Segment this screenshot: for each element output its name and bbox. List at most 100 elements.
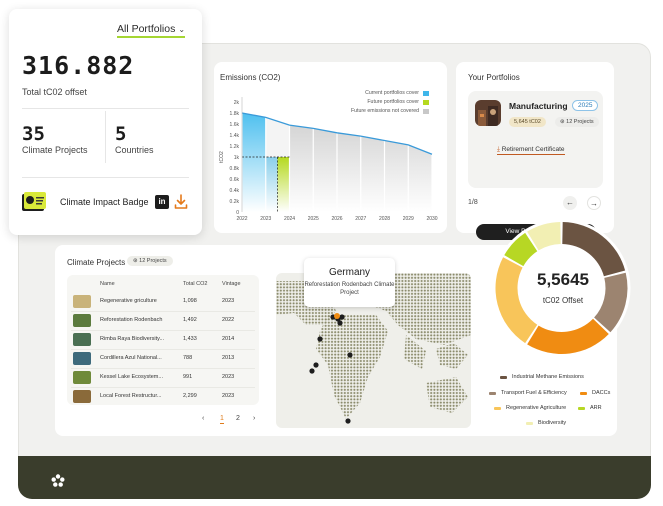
- table-row[interactable]: Reforestation Rodenbach 1,492 2022: [67, 311, 259, 330]
- legend-label: Future emissions not covered: [350, 108, 419, 114]
- portfolio-card[interactable]: Manufacturing 2025 5,645 tC02 ⊛ 12 Proje…: [468, 91, 603, 188]
- pagination-page-2[interactable]: 2: [236, 415, 240, 422]
- donut-legend-label: ARR: [590, 405, 602, 411]
- portfolio-dropdown[interactable]: All Portfolios ⌄: [117, 23, 186, 38]
- next-portfolio-button[interactable]: →: [587, 196, 601, 210]
- table-row[interactable]: Regenerative griculture 1,098 2023: [67, 292, 259, 311]
- project-vintage: 2023: [222, 374, 235, 380]
- download-icon[interactable]: [174, 194, 188, 210]
- donut-legend-label: Regenerative Agriculture: [506, 405, 567, 411]
- donut-legend-item: DACCs: [580, 390, 610, 396]
- legend-label: Future portfolios cover: [367, 99, 419, 105]
- tooltip-country: Germany: [328, 267, 371, 278]
- pagination-page-1[interactable]: 1: [220, 415, 224, 424]
- selected-pin: [334, 313, 340, 319]
- x-tick-label: 2027: [355, 216, 366, 222]
- project-thumbnail: [73, 314, 91, 327]
- y-tick-label: 1.4k: [230, 133, 240, 139]
- project-name: Reforestation Rodenbach: [100, 317, 163, 323]
- x-tick-label: 2028: [379, 216, 390, 222]
- y-tick-label: 1k: [234, 155, 240, 161]
- emissions-title: Emissions (CO2): [220, 73, 281, 82]
- legend-item: Future portfolios cover: [367, 99, 429, 105]
- divider: [22, 108, 189, 109]
- portfolio-pager-label: 1/8: [468, 199, 478, 206]
- certificate-icon: ⤓: [497, 146, 502, 153]
- donut-segment[interactable]: [495, 257, 538, 344]
- linkedin-icon[interactable]: in: [155, 195, 169, 209]
- flower-logo-icon: [51, 474, 65, 487]
- donut-segment[interactable]: [594, 272, 628, 333]
- legend-swatch: [423, 108, 429, 114]
- y-axis-label: tCO2: [219, 151, 225, 163]
- donut-legend-item: Industrial Methane Emissions: [500, 374, 584, 380]
- project-name: Regenerative griculture: [100, 298, 157, 304]
- donut-legend-item: Biodiversity: [526, 420, 566, 426]
- legend-item: Future emissions not covered: [351, 108, 429, 114]
- project-name: Local Forest Restructur...: [100, 393, 162, 399]
- retirement-certificate-link[interactable]: ⤓ Retirement Certificate: [497, 146, 565, 155]
- certificate-label: Retirement Certificate: [501, 146, 565, 153]
- countries-count: 5: [115, 123, 127, 145]
- table-row[interactable]: Cordillera Azul National... 788 2013: [67, 349, 259, 368]
- countries-label: Countries: [115, 145, 154, 155]
- donut-segment[interactable]: [527, 222, 561, 251]
- row-divider: [71, 387, 255, 388]
- project-vintage: 2023: [222, 393, 235, 399]
- donut-total-value: 5,5645: [537, 270, 589, 289]
- y-tick-label: 1.6k: [230, 122, 240, 128]
- portfolio-year-badge: 2025: [572, 100, 599, 111]
- y-tick-label: 1.8k: [230, 111, 240, 117]
- donut-segment[interactable]: [527, 318, 609, 354]
- y-tick-label: 0.4k: [230, 188, 240, 194]
- row-divider: [71, 368, 255, 369]
- legend-swatch: [500, 375, 507, 379]
- x-tick-label: 2025: [308, 216, 319, 222]
- donut-center: [518, 245, 605, 331]
- projects-icon: ⊛: [133, 258, 140, 264]
- project-co2: 788: [183, 355, 193, 361]
- table-row[interactable]: Kessel Lake Ecosystem... 991 2023: [67, 368, 259, 387]
- table-row[interactable]: Rimba Raya Biodiversity... 1,433 2014: [67, 330, 259, 349]
- project-name: Rimba Raya Biodiversity...: [100, 336, 165, 342]
- project-vintage: 2023: [222, 298, 235, 304]
- project-name: Kessel Lake Ecosystem...: [100, 374, 163, 380]
- y-tick-label: 0.8k: [230, 166, 240, 172]
- project-thumbnail: [73, 295, 91, 308]
- y-tick-label: 0.2k: [230, 199, 240, 205]
- project-vintage: 2022: [222, 317, 235, 323]
- chevron-down-icon: ⌄: [178, 25, 186, 34]
- donut-legend-label: Biodiversity: [538, 420, 567, 426]
- row-divider: [71, 330, 255, 331]
- donut-total-label: tC02 Offset: [542, 296, 584, 305]
- legend-label: Current portfolios cover: [365, 90, 419, 96]
- donut-legend-label: Transport Fuel & Efficiency: [501, 390, 567, 396]
- divider: [22, 177, 189, 178]
- legend-swatch: [489, 391, 496, 395]
- y-tick-label: 1.2k: [230, 144, 240, 150]
- pagination-prev[interactable]: ‹: [202, 415, 205, 422]
- project-thumbnail: [73, 352, 91, 365]
- x-tick-label: 2024: [284, 216, 295, 222]
- gap-area: [265, 117, 290, 157]
- legend-swatch: [526, 421, 533, 425]
- series-line: [241, 112, 433, 155]
- column-header-vintage: Vintage: [222, 281, 241, 287]
- portfolio-projects-pill: ⊛ 12 Projects: [555, 117, 599, 127]
- project-thumbnail: [73, 390, 91, 403]
- offset-donut-chart: [492, 219, 631, 357]
- x-tick-label: 2030: [426, 216, 437, 222]
- donut-legend-item: Transport Fuel & Efficiency: [489, 390, 567, 396]
- table-row[interactable]: Local Forest Restructur... 2,299 2023: [67, 387, 259, 406]
- prev-portfolio-button[interactable]: ←: [563, 196, 577, 210]
- projects-icon: ⊛: [560, 119, 567, 125]
- project-thumbnail: [73, 333, 91, 346]
- donut-segment[interactable]: [562, 222, 626, 277]
- donut-segment[interactable]: [504, 232, 538, 267]
- climate-projects-count: 35: [22, 123, 45, 145]
- projects-table: Name Total CO2 Vintage Regenerative gric…: [67, 275, 259, 405]
- pagination-next[interactable]: ›: [253, 415, 256, 422]
- climate-projects-label: Climate Projects: [22, 145, 88, 155]
- portfolio-offset-pill: 5,645 tC02: [509, 117, 546, 127]
- y-tick-label: 0.6k: [230, 177, 240, 183]
